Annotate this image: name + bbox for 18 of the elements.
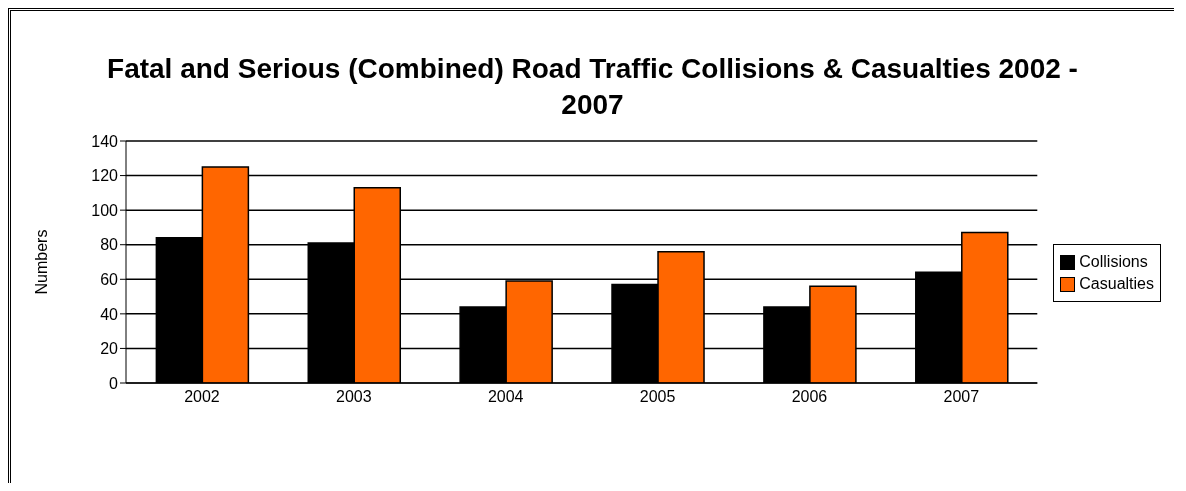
legend-label: Collisions — [1079, 253, 1148, 271]
y-tick-label: 100 — [91, 201, 119, 219]
y-tick-label: 140 — [91, 132, 119, 150]
y-tick-label: 120 — [91, 167, 119, 185]
y-tick-label: 40 — [100, 305, 119, 323]
x-tick-label: 2007 — [943, 388, 980, 406]
x-tick-label: 2002 — [184, 388, 220, 406]
legend-label: Casualties — [1079, 275, 1154, 293]
y-axis-title: Numbers — [32, 229, 50, 295]
y-tick-label: 20 — [100, 340, 119, 358]
x-tick-label: 2006 — [791, 388, 828, 406]
x-tick-label: 2003 — [336, 388, 372, 406]
x-tick-label: 2004 — [487, 388, 524, 406]
y-tick-label: 0 — [109, 374, 119, 392]
x-tick-label: 2005 — [639, 388, 676, 406]
chart-title: Fatal and Serious (Combined) Road Traffic Collisions & Casualties 2002 - 2007 — [106, 52, 1079, 122]
y-tick-label: 60 — [100, 270, 119, 288]
y-tick-label: 80 — [100, 236, 119, 254]
